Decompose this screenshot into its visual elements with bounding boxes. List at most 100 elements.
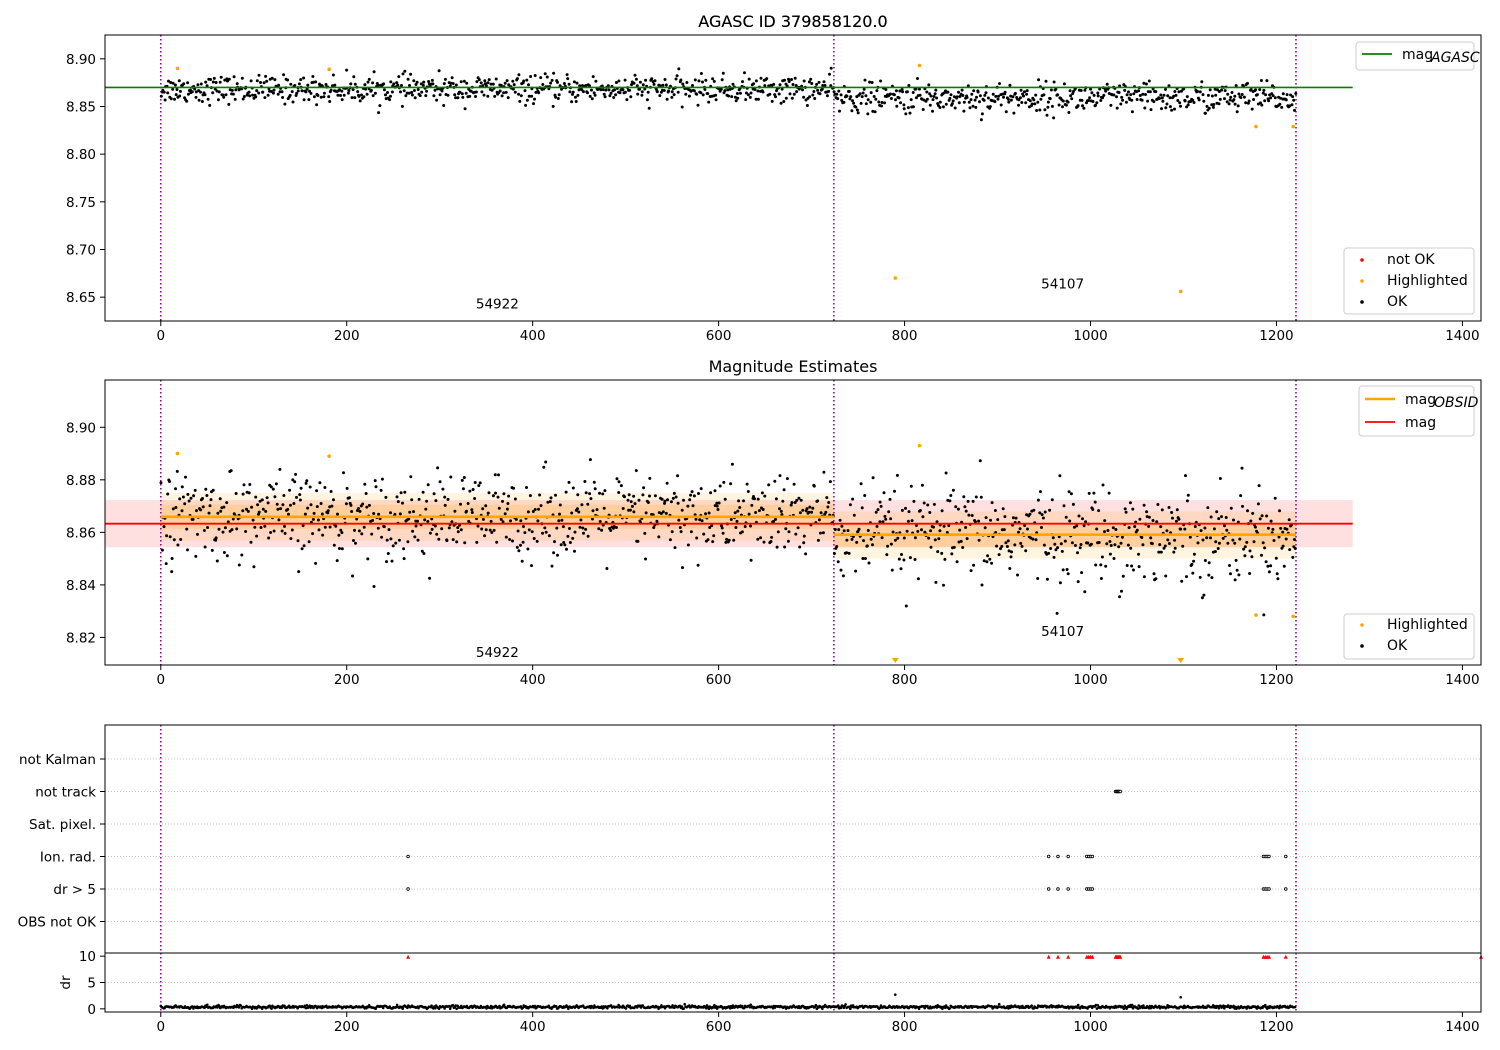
ok-point <box>1284 537 1288 541</box>
ok-point <box>371 94 375 98</box>
ok-point <box>770 535 774 539</box>
ok-point <box>889 92 892 96</box>
ok-point <box>942 583 945 587</box>
legend-label: mag <box>1405 415 1436 431</box>
ok-point <box>848 97 852 101</box>
ok-point <box>840 98 844 102</box>
obsid-label: 54922 <box>476 297 519 313</box>
ok-point <box>868 80 872 84</box>
ok-point <box>549 81 553 85</box>
ok-point <box>950 102 954 106</box>
flag-point <box>1090 854 1095 859</box>
ok-point <box>487 78 491 82</box>
ok-point <box>653 79 657 83</box>
ok-point <box>725 537 729 541</box>
ok-point <box>356 90 360 94</box>
ok-point <box>1291 95 1295 99</box>
dr-point <box>741 1004 744 1008</box>
ok-point <box>505 507 509 511</box>
ok-point <box>353 96 357 100</box>
dr-point <box>305 1004 309 1007</box>
ok-point <box>1039 97 1043 101</box>
ok-point <box>969 98 973 102</box>
ok-point <box>712 534 716 538</box>
ok-point <box>293 84 297 87</box>
ok-point <box>277 518 281 522</box>
ok-point <box>1199 529 1203 533</box>
ok-point <box>1097 509 1101 513</box>
ok-point <box>576 93 580 97</box>
ok-point <box>350 510 354 513</box>
ok-point <box>379 488 383 492</box>
ok-point <box>749 558 753 562</box>
ok-point <box>1267 99 1271 103</box>
ok-point <box>1067 111 1071 114</box>
ok-point <box>454 96 458 100</box>
ok-point <box>862 539 865 543</box>
dr-point <box>239 1004 243 1007</box>
ok-point <box>290 90 294 94</box>
ok-point <box>855 540 859 544</box>
ok-point <box>525 486 528 489</box>
ok-point <box>1105 542 1109 546</box>
ok-point <box>1147 515 1151 519</box>
ok-point <box>474 90 478 94</box>
ok-point <box>410 93 414 97</box>
ok-point <box>528 494 532 498</box>
ok-point <box>692 494 696 498</box>
ok-point <box>821 531 825 535</box>
ok-point <box>212 76 216 80</box>
ok-point <box>260 498 264 502</box>
ok-point <box>1206 506 1210 510</box>
ok-point <box>662 89 666 92</box>
ok-point <box>511 87 515 91</box>
dr-outlier-point <box>1179 995 1182 999</box>
ok-point <box>706 92 710 96</box>
dr-point <box>849 1007 852 1010</box>
ok-point <box>1186 493 1190 497</box>
x-tick-label: 1000 <box>1073 1019 1107 1035</box>
dr-point <box>460 1004 463 1008</box>
dr-point <box>519 1005 523 1008</box>
ok-point <box>855 108 859 112</box>
ok-point <box>793 501 797 504</box>
ok-point <box>553 540 556 544</box>
ok-point <box>1072 525 1076 529</box>
y-tick-label: 8.80 <box>66 147 96 163</box>
ok-point <box>866 529 870 532</box>
dr-point <box>216 1006 219 1009</box>
offscale-marker <box>1177 658 1185 663</box>
ok-point <box>453 93 457 97</box>
dr-clipped-marker <box>1283 954 1288 959</box>
ok-point <box>932 95 936 98</box>
ok-point <box>1151 519 1155 522</box>
ok-point <box>402 557 406 561</box>
ok-point <box>972 89 976 93</box>
ok-point <box>715 504 719 508</box>
ok-point <box>716 508 720 511</box>
ok-point <box>202 529 206 532</box>
ok-point <box>1173 538 1177 542</box>
ok-point <box>1042 93 1046 97</box>
ok-point <box>928 103 932 107</box>
ok-point <box>993 100 997 104</box>
ok-point <box>832 90 836 94</box>
ok-point <box>426 483 430 487</box>
ok-point <box>1083 590 1087 594</box>
ok-point <box>736 96 740 100</box>
ok-point <box>459 502 462 506</box>
ok-point <box>242 483 246 487</box>
ok-point <box>942 524 946 528</box>
ok-point <box>1208 88 1212 92</box>
ok-point <box>1164 574 1168 578</box>
ok-point <box>216 98 220 102</box>
ok-point <box>789 503 793 507</box>
ok-point <box>884 517 888 521</box>
ok-point <box>1217 541 1221 545</box>
ok-point <box>276 507 280 511</box>
ok-point <box>893 538 897 542</box>
ok-point <box>1137 565 1141 569</box>
ok-point <box>1049 88 1053 92</box>
ok-point <box>768 92 772 96</box>
